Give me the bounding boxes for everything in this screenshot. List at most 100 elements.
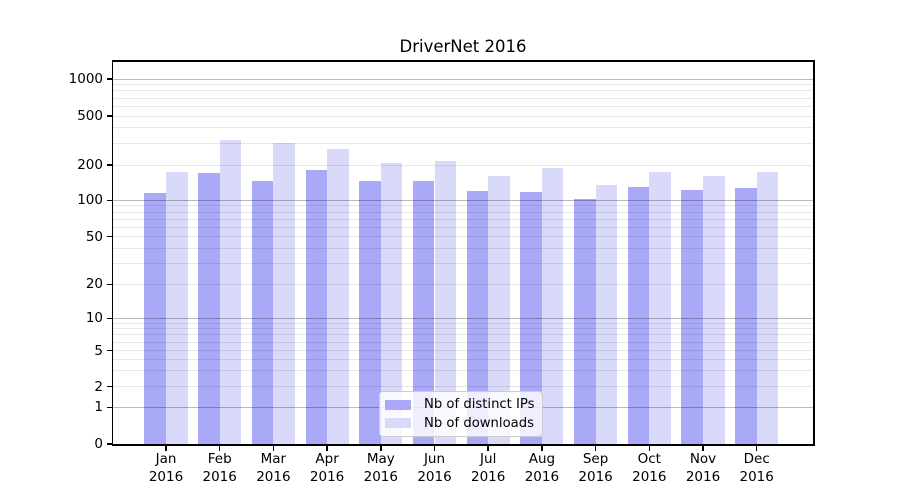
- x-tick-label-year: 2016: [524, 468, 560, 485]
- bar-distinct-ips: [466, 190, 489, 444]
- gridline-minor: [113, 226, 813, 228]
- gridline-minor: [113, 84, 813, 86]
- bar-downloads: [541, 168, 564, 444]
- x-tick-label-month: Sep: [582, 451, 609, 467]
- x-tick-label: Jul 2016: [456, 451, 520, 486]
- x-axis-tick: [433, 445, 436, 451]
- x-tick-label: Nov 2016: [671, 451, 735, 486]
- gridline-minor: [113, 97, 813, 99]
- x-axis-tick: [648, 445, 651, 451]
- y-axis-tick: [107, 349, 112, 352]
- x-axis-tick: [487, 445, 489, 451]
- x-tick-label-year: 2016: [578, 468, 613, 485]
- chart-title: DriverNet 2016: [399, 37, 527, 56]
- legend-item-distinct-ips: Nb of distinct IPs: [385, 396, 535, 414]
- y-tick-label: 2: [94, 378, 103, 395]
- bar-downloads: [166, 171, 188, 444]
- x-tick-label-year: 2016: [632, 468, 667, 485]
- y-tick-label: 1000: [68, 71, 103, 88]
- y-axis-tick: [107, 406, 112, 409]
- bar-distinct-ips: [305, 170, 328, 444]
- x-tick-label-year: 2016: [685, 468, 721, 485]
- y-axis-tick: [107, 199, 112, 202]
- x-tick-label: Jan 2016: [134, 451, 198, 486]
- bar-downloads: [595, 184, 618, 444]
- x-tick-label-month: Mar: [260, 451, 287, 467]
- x-axis-tick: [165, 445, 167, 451]
- gridline-minor: [113, 262, 813, 264]
- gridline-minor: [113, 322, 813, 324]
- x-axis-tick: [594, 445, 597, 451]
- x-axis-tick: [541, 445, 543, 451]
- gridline-minor: [113, 350, 813, 352]
- x-tick-label-month: Aug: [528, 451, 556, 467]
- gridline-minor: [113, 370, 813, 372]
- gridline-minor: [113, 127, 813, 129]
- legend-swatch-distinct-ips: [385, 399, 411, 410]
- bar-distinct-ips: [520, 192, 542, 444]
- x-tick-label: Sep 2016: [564, 451, 628, 486]
- gridline-minor: [113, 218, 813, 220]
- y-axis-spine-right: [813, 60, 815, 446]
- gridline-minor: [113, 334, 813, 336]
- x-tick-label-month: Jul: [480, 451, 497, 467]
- x-tick-label-month: Apr: [315, 451, 339, 467]
- x-tick-label-year: 2016: [256, 468, 291, 485]
- y-axis-tick: [107, 283, 112, 286]
- gridline-minor: [113, 205, 813, 207]
- gridline-minor: [113, 341, 813, 343]
- bar-downloads: [380, 163, 403, 444]
- gridline-minor: [113, 90, 813, 92]
- legend-swatch-downloads: [385, 418, 411, 429]
- bar-downloads: [219, 140, 242, 444]
- gridline-minor: [113, 211, 813, 213]
- gridline-minor: [113, 283, 813, 285]
- y-tick-label: 1: [94, 399, 103, 416]
- y-axis-tick: [107, 78, 112, 80]
- x-tick-label: May 2016: [349, 451, 413, 486]
- x-tick-label: Feb 2016: [188, 451, 252, 486]
- x-axis-spine-bottom: [111, 444, 815, 446]
- legend-item-downloads: Nb of downloads: [385, 415, 534, 433]
- bar-downloads: [703, 175, 725, 444]
- y-axis-tick: [107, 115, 112, 117]
- gridline-minor: [113, 247, 813, 249]
- bar-distinct-ips: [359, 181, 381, 444]
- legend-label-distinct-ips: Nb of distinct IPs: [424, 397, 535, 413]
- x-axis-tick: [218, 445, 221, 451]
- plot-spine-top: [111, 60, 815, 62]
- gridline-major: [113, 317, 813, 319]
- bar-distinct-ips: [681, 189, 703, 444]
- gridline-minor: [113, 105, 813, 107]
- gridline-minor: [113, 328, 813, 330]
- x-tick-label-year: 2016: [471, 468, 506, 485]
- gridline-major: [113, 78, 813, 80]
- y-tick-label: 200: [77, 157, 103, 173]
- bar-distinct-ips: [412, 181, 435, 444]
- x-tick-label: Apr 2016: [295, 451, 359, 486]
- plot-area: Nb of distinct IPs Nb of downloads: [113, 62, 813, 444]
- y-tick-label: 50: [85, 228, 103, 245]
- x-tick-label-month: Jun: [423, 451, 446, 467]
- y-axis-tick: [107, 235, 112, 238]
- bar-distinct-ips: [144, 193, 166, 444]
- y-tick-label: 100: [77, 192, 103, 209]
- x-axis-tick: [755, 445, 758, 451]
- y-tick-label: 500: [77, 108, 103, 124]
- legend-label-downloads: Nb of downloads: [424, 415, 534, 431]
- bar-distinct-ips: [627, 187, 650, 444]
- y-axis-tick: [107, 164, 112, 166]
- bar-distinct-ips: [198, 172, 220, 444]
- x-tick-label-year: 2016: [363, 468, 398, 485]
- x-tick-label: Mar 2016: [241, 451, 305, 486]
- gridline-major: [113, 199, 813, 201]
- x-tick-label: Jun 2016: [403, 451, 467, 486]
- x-tick-label-month: Nov: [689, 451, 717, 467]
- x-tick-label-month: Dec: [743, 451, 770, 467]
- y-axis-tick: [107, 317, 112, 320]
- x-tick-label: Aug 2016: [510, 451, 574, 486]
- x-tick-label-year: 2016: [417, 468, 452, 485]
- bar-downloads: [273, 142, 295, 444]
- x-axis-tick: [702, 445, 704, 451]
